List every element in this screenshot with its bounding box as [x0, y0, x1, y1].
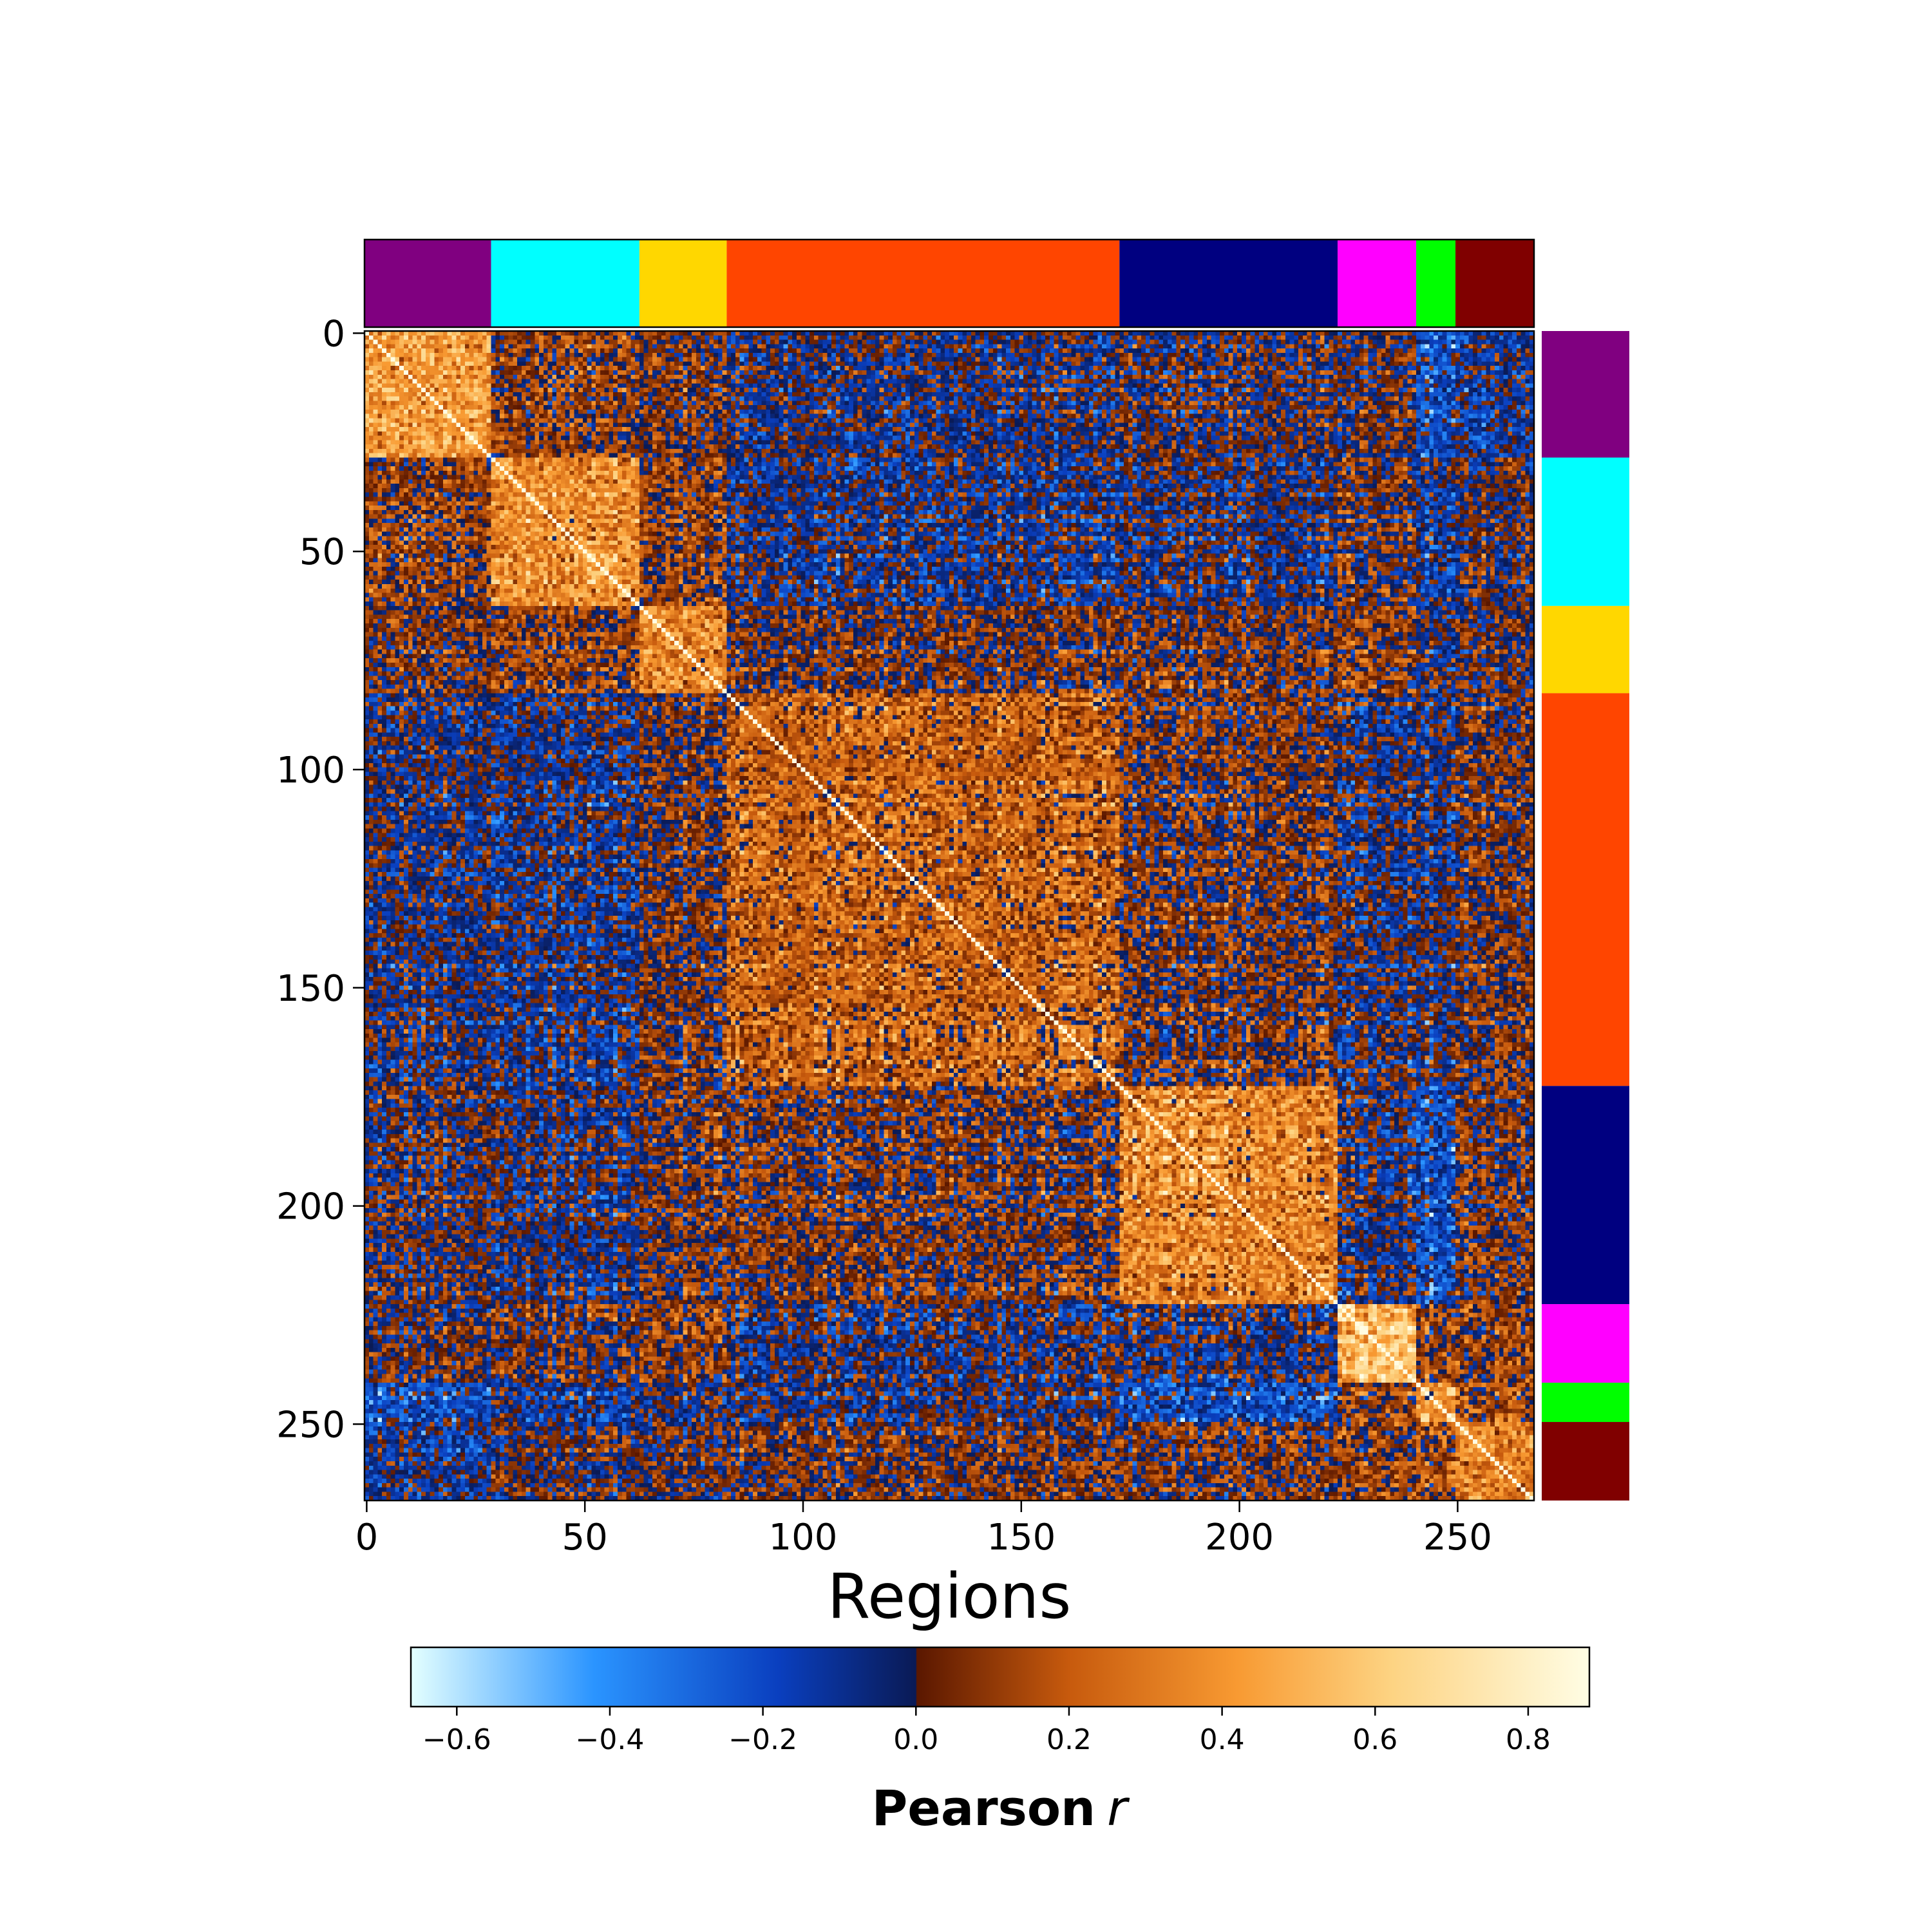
- y-tick-label: 50: [299, 531, 345, 573]
- right-network-segment: [1542, 331, 1629, 458]
- x-axis-label: Regions: [828, 1560, 1072, 1633]
- colorbar-tick-label: −0.2: [728, 1723, 797, 1756]
- colorbar: [410, 1646, 1591, 1708]
- top-network-segment: [491, 240, 639, 327]
- colorbar-label-text: Pearson: [872, 1779, 1096, 1837]
- colorbar-tick-label: −0.6: [422, 1723, 491, 1756]
- right-network-segment: [1542, 457, 1629, 606]
- x-tick-label: 200: [1205, 1517, 1274, 1558]
- top-network-segment: [1119, 240, 1338, 327]
- correlation-heatmap: [365, 331, 1534, 1501]
- top-network-segment: [1416, 240, 1456, 327]
- y-tick-label: 250: [276, 1404, 345, 1446]
- colorbar-ticks: −0.6 −0.4 −0.2 0.0 0.2 0.4 0.6 0.8: [422, 1707, 1551, 1756]
- top-network-segment: [1338, 240, 1417, 327]
- y-tick-label: 150: [276, 968, 345, 1010]
- y-tick-label: 100: [276, 750, 345, 791]
- right-network-segment: [1542, 693, 1629, 1086]
- y-tick-label: 0: [322, 313, 345, 355]
- colorbar-tick-label: 0.4: [1200, 1723, 1245, 1756]
- top-network-bar: [363, 238, 1535, 328]
- y-axis-ticks: 0 50 100 150 200 250: [276, 313, 365, 1446]
- colorbar-label-italic: r: [1107, 1779, 1130, 1837]
- right-network-segment: [1542, 1383, 1629, 1423]
- top-network-frame: [363, 238, 1535, 328]
- right-network-bar: [1542, 331, 1629, 1501]
- colorbar-tick-label: 0.2: [1046, 1723, 1092, 1756]
- colorbar-tick-label: 0.8: [1506, 1723, 1551, 1756]
- right-network-segment: [1542, 605, 1629, 694]
- x-axis-ticks: 0 50 100 150 200 250: [355, 1501, 1492, 1558]
- colorbar-tick-label: −0.4: [576, 1723, 645, 1756]
- right-network-segment: [1542, 1086, 1629, 1305]
- x-tick-label: 50: [562, 1517, 608, 1558]
- top-network-segment: [1455, 240, 1534, 327]
- y-tick-label: 200: [276, 1186, 345, 1228]
- x-tick-label: 0: [355, 1517, 379, 1558]
- top-network-segment: [639, 240, 727, 327]
- right-network-segment: [1542, 1422, 1629, 1501]
- top-network-segment: [726, 240, 1120, 327]
- colorbar-label: Pearson r: [872, 1779, 1131, 1837]
- colorbar-tick-label: 0.0: [893, 1723, 938, 1756]
- right-network-segment: [1542, 1304, 1629, 1383]
- heatmap-frame: [363, 330, 1535, 1502]
- x-tick-label: 150: [987, 1517, 1056, 1558]
- x-tick-label: 250: [1423, 1517, 1492, 1558]
- colorbar-tick-label: 0.6: [1352, 1723, 1397, 1756]
- x-tick-label: 100: [769, 1517, 838, 1558]
- top-network-segment: [365, 240, 491, 327]
